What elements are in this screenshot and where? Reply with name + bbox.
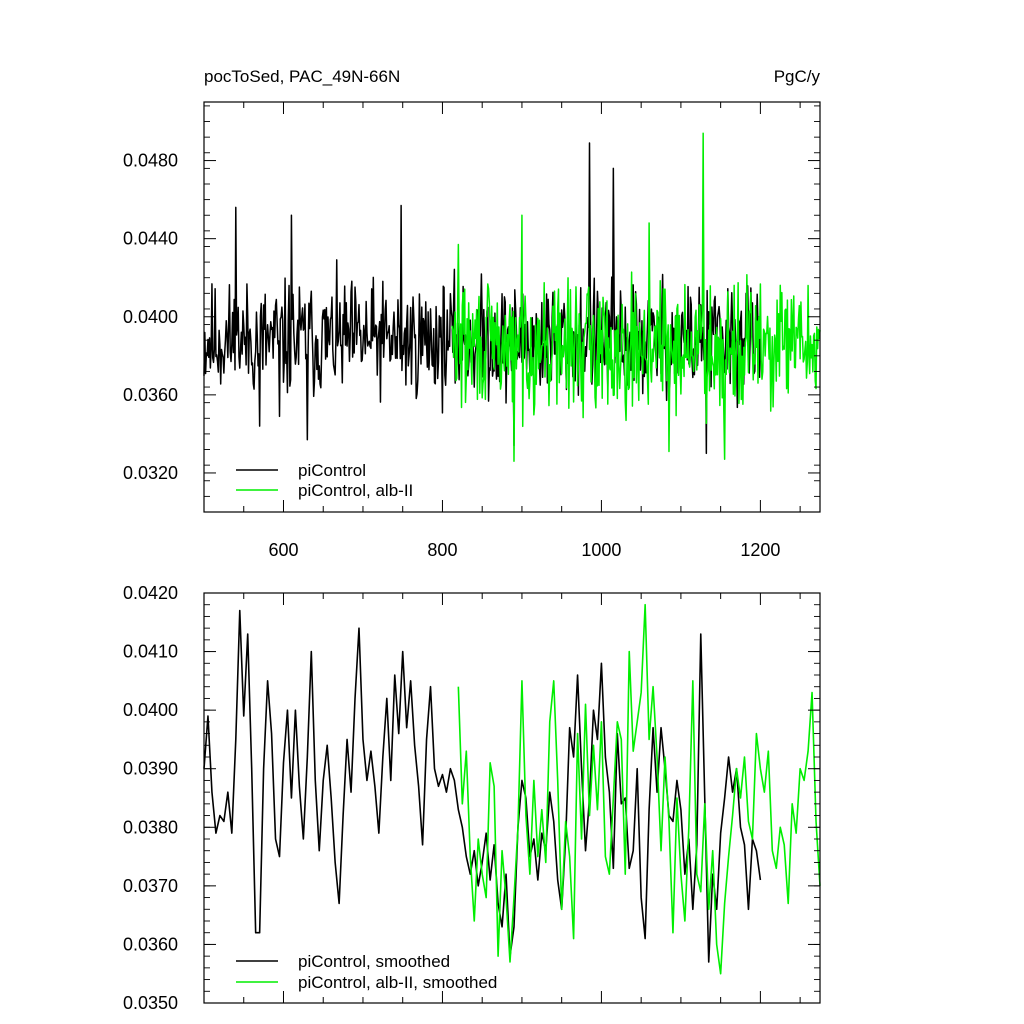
series-line-0 xyxy=(203,609,762,963)
x-tick-label: 600 xyxy=(268,540,298,560)
y-tick-label: 0.0370 xyxy=(123,876,178,896)
legend-top: piControl piControl, alb-II xyxy=(236,461,413,500)
y-tick-label: 0.0360 xyxy=(123,385,178,405)
chart-title-right: PgC/y xyxy=(774,67,821,86)
plot-frame xyxy=(203,101,821,513)
series-lines-bottom xyxy=(203,603,821,975)
y-tick-label: 0.0440 xyxy=(123,229,178,249)
legend-label-1: piControl, alb-II, smoothed xyxy=(298,973,497,992)
y-tick-label: 0.0380 xyxy=(123,817,178,837)
axes-bottom: 0.0350 0.0360 0.0370 0.0380 0.0390 0.0400 0.04… xyxy=(123,583,821,1013)
chart-bottom: 0.0350 0.0360 0.0370 0.0380 0.0390 0.0400 0.04… xyxy=(123,583,821,1013)
chart-top: pocToSed, PAC_49N-66N PgC/y 600 800 1000 12… xyxy=(123,67,821,560)
plot-frame xyxy=(203,592,821,1004)
y-tick-label: 0.0400 xyxy=(123,307,178,327)
y-tick-label: 0.0390 xyxy=(123,759,178,779)
legend-label-1: piControl, alb-II xyxy=(298,481,413,500)
chart-title-left: pocToSed, PAC_49N-66N xyxy=(204,67,400,86)
y-tick-label: 0.0410 xyxy=(123,642,178,662)
y-tick-label: 0.0350 xyxy=(123,993,178,1013)
axes-top: 600 800 1000 1200 0.0320 0.0360 0.0400 0.0440 0.… xyxy=(123,101,821,560)
y-tick-label: 0.0360 xyxy=(123,934,178,954)
series-lines-top xyxy=(203,132,821,462)
x-tick-label: 1200 xyxy=(740,540,780,560)
series-line-1 xyxy=(457,603,821,975)
y-tick-label: 0.0400 xyxy=(123,700,178,720)
y-tick-label: 0.0320 xyxy=(123,463,178,483)
legend-label-0: piControl, smoothed xyxy=(298,952,450,971)
legend-label-0: piControl xyxy=(298,461,366,480)
x-tick-label: 800 xyxy=(427,540,457,560)
x-tick-label: 1000 xyxy=(581,540,621,560)
y-tick-label: 0.0420 xyxy=(123,583,178,603)
series-line-1 xyxy=(451,132,821,462)
legend-bottom: piControl, smoothed piControl, alb-II, s… xyxy=(236,952,497,992)
y-tick-label: 0.0480 xyxy=(123,151,178,171)
